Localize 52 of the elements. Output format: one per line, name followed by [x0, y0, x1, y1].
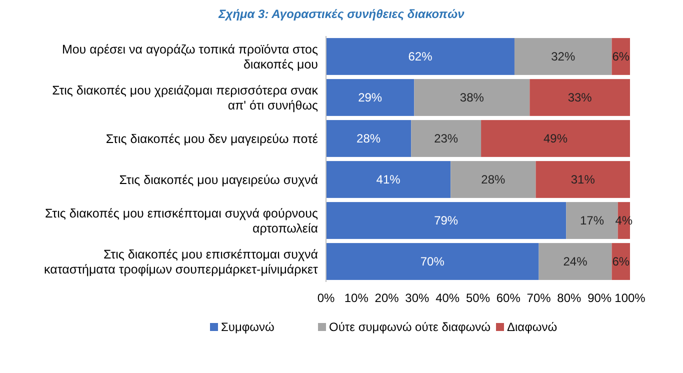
- legend-label: Συμφωνώ: [221, 320, 274, 334]
- data-label: 24%: [563, 254, 588, 269]
- data-label: 6%: [612, 50, 630, 64]
- bar: [326, 79, 414, 116]
- data-label: 41%: [376, 172, 401, 187]
- data-label: 31%: [570, 172, 596, 187]
- bar: [538, 243, 612, 280]
- bar: [411, 120, 482, 157]
- x-tick-label: 50%: [466, 291, 490, 305]
- y-tick-label: Στις διακοπές μου επισκέπτομαι συχνά φούρνους αρτοπωλεία: [45, 206, 318, 236]
- bar: [326, 243, 539, 280]
- bar: [514, 38, 612, 75]
- data-label: 23%: [434, 132, 458, 146]
- data-label: 17%: [580, 214, 604, 228]
- data-label: 70%: [420, 254, 445, 269]
- bar: [414, 79, 530, 116]
- y-tick-label: Μου αρέσει να αγοράζω τοπικά προϊόντα στος διακοπές μου: [62, 42, 318, 72]
- data-label: 6%: [612, 254, 630, 269]
- y-tick-label: Στις διακοπές μου χρειάζομαι περισσότερα σνακ απ' ότι συνήθως: [52, 83, 319, 112]
- data-label: 62%: [408, 50, 433, 64]
- data-label: 38%: [460, 90, 484, 105]
- x-tick-label: 80%: [557, 291, 582, 305]
- bar: [536, 161, 630, 198]
- y-tick-label: Στις διακοπές μου δεν μαγειρεύω ποτέ: [106, 132, 318, 146]
- x-tick-label: 30%: [405, 291, 430, 305]
- data-label: 49%: [544, 132, 568, 146]
- y-tick-label: Στις διακοπές μου μαγειρεύω συχνά: [119, 172, 318, 187]
- bar: [450, 161, 536, 198]
- bar: [530, 79, 630, 116]
- x-tick-label: 70%: [526, 291, 552, 305]
- bar: [326, 120, 412, 157]
- y-tick-label: Στις διακοπές μου επισκέπτομαι συχνά καταστήματα τροφίμων σουπερμάρκετ-μίνιμάρκετ: [44, 247, 318, 276]
- x-tick-label: 90%: [588, 291, 612, 305]
- bar: [326, 161, 451, 198]
- x-tick-label: 20%: [374, 291, 400, 305]
- bar: [326, 202, 566, 239]
- legend-label: Διαφωνώ: [507, 320, 558, 334]
- x-tick-label: 60%: [496, 291, 521, 305]
- data-label: 32%: [551, 50, 576, 64]
- data-label: 33%: [568, 90, 592, 105]
- data-label: 29%: [358, 90, 382, 105]
- x-tick-label: 10%: [344, 291, 369, 305]
- data-label: 28%: [481, 172, 506, 187]
- x-tick-label: 40%: [436, 291, 460, 305]
- x-tick-label: 100%: [614, 291, 646, 305]
- data-label: 28%: [356, 132, 381, 146]
- data-label: 79%: [434, 214, 458, 228]
- bar: [481, 120, 630, 157]
- x-tick-label: 0%: [317, 291, 335, 305]
- chart-title: Σχήμα 3: Αγοραστικές συνήθειες διακοπών: [218, 7, 465, 21]
- bar: [326, 38, 514, 75]
- legend-label: Ούτε συμφωνώ ούτε διαφωνώ: [329, 320, 491, 334]
